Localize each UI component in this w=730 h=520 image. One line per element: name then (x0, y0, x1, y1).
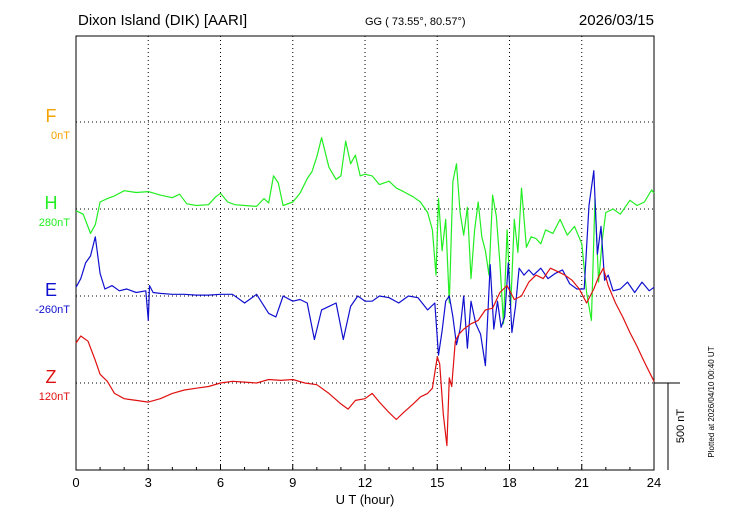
x-tick-labels: 0 3 6 9 12 15 18 21 24 (72, 475, 661, 490)
x-tick-label: 18 (502, 475, 516, 490)
series-name-e: E (45, 280, 57, 300)
x-tick-label: 0 (72, 475, 79, 490)
x-tick-label: 3 (145, 475, 152, 490)
series-labels: F 0nT H 280nT E -260nT Z 120nT (35, 106, 70, 403)
x-tick-label: 6 (217, 475, 224, 490)
series-baseline-z: 120nT (39, 391, 70, 403)
series-line-z (75, 267, 655, 447)
grid (75, 36, 655, 470)
x-tick-label: 15 (430, 475, 444, 490)
series-name-f: F (46, 106, 57, 126)
series-line-e (75, 170, 655, 367)
x-tick-label: 9 (289, 475, 296, 490)
series-name-z: Z (46, 367, 57, 387)
scale-bar-label: 500 nT (675, 409, 687, 444)
series-lines (75, 137, 655, 447)
chart-date: 2026/03/15 (579, 12, 654, 29)
series-line-h (75, 137, 655, 325)
series-baseline-f: 0nT (51, 130, 70, 142)
x-tick-label: 21 (575, 475, 589, 490)
plot-frame (75, 35, 655, 471)
x-axis-label: U T (hour) (336, 492, 395, 507)
series-baseline-h: 280nT (39, 217, 70, 229)
x-tick-label: 12 (358, 475, 372, 490)
station-coords: GG ( 73.55°, 80.57°) (365, 16, 466, 28)
series-name-h: H (45, 193, 58, 213)
series-baseline-e: -260nT (35, 304, 70, 316)
plotted-timestamp: Plotted at 2026/04/10 00:40 UT (707, 346, 716, 457)
station-title: Dixon Island (DIK) [AARI] (78, 12, 247, 29)
x-tick-label: 24 (647, 475, 661, 490)
